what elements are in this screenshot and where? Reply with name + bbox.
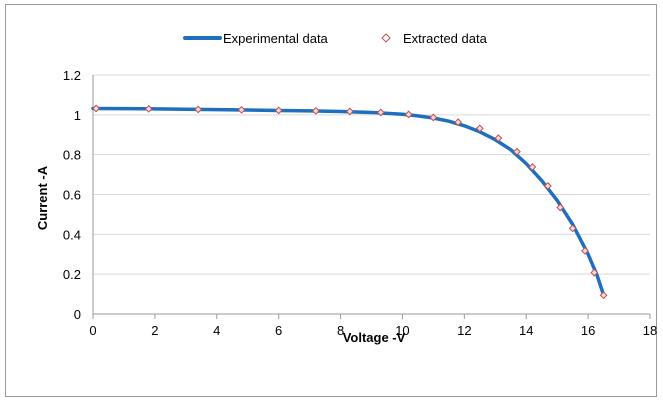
x-axis-title: Voltage -V: [343, 330, 406, 345]
extracted-data-point: [376, 108, 385, 117]
x-tick-label: 16: [581, 323, 595, 338]
legend: Experimental data Extracted data: [183, 31, 488, 46]
extracted-data-point: [345, 107, 354, 116]
extracted-data-point: [528, 163, 537, 171]
extracted-data-point: [144, 104, 153, 113]
y-tick-label: 1.2: [63, 68, 81, 83]
x-tick-label: 8: [337, 323, 344, 338]
x-tick-label: 12: [457, 323, 471, 338]
x-tick-label: 6: [275, 323, 282, 338]
chart-border: [5, 4, 657, 397]
extracted-data-point: [543, 182, 552, 190]
extracted-data-point: [494, 134, 503, 143]
series: [91, 104, 608, 300]
extracted-data-point: [599, 291, 608, 300]
y-tick-label: 0.2: [63, 267, 81, 282]
legend-label-extracted: Extracted data: [403, 31, 488, 46]
y-tick-label: 0.8: [63, 148, 81, 163]
extracted-data-point: [92, 104, 101, 113]
y-tick-label: 0.6: [63, 188, 81, 203]
extracted-data-point: [274, 106, 283, 115]
y-tick-label: 0.4: [63, 227, 81, 242]
x-tick-label: 2: [151, 323, 158, 338]
extracted-data-point: [454, 118, 463, 127]
extracted-data-point: [556, 203, 565, 212]
extracted-data-point: [581, 246, 589, 255]
y-axis-title: Current -A: [35, 165, 50, 230]
y-tick-label: 1: [74, 108, 81, 123]
extracted-data-point: [590, 268, 599, 277]
legend-label-experimental: Experimental data: [223, 31, 329, 46]
extracted-data-point: [404, 110, 413, 119]
extracted-data-point: [475, 124, 484, 133]
extracted-data-point: [194, 105, 203, 114]
extracted-data-point: [568, 224, 577, 233]
x-tick-label: 4: [213, 323, 220, 338]
extracted-data-point: [311, 106, 320, 115]
x-tick-label: 18: [643, 323, 657, 338]
gridlines: [93, 74, 650, 275]
extracted-data-point: [429, 113, 438, 122]
x-tick-label: 14: [519, 323, 533, 338]
tick-labels: 0 0.2 0.4 0.6 0.8 1 1.2 0 2 4 6 8 10 12 14 16 18: [63, 68, 657, 338]
legend-diamond-swatch: [381, 33, 391, 43]
extracted-data-point: [513, 147, 521, 156]
extracted-data-point: [237, 105, 246, 114]
x-tick-label: 0: [89, 323, 96, 338]
y-tick-label: 0: [74, 307, 81, 322]
axes: [92, 75, 651, 319]
x-tick-label: 10: [395, 323, 409, 338]
